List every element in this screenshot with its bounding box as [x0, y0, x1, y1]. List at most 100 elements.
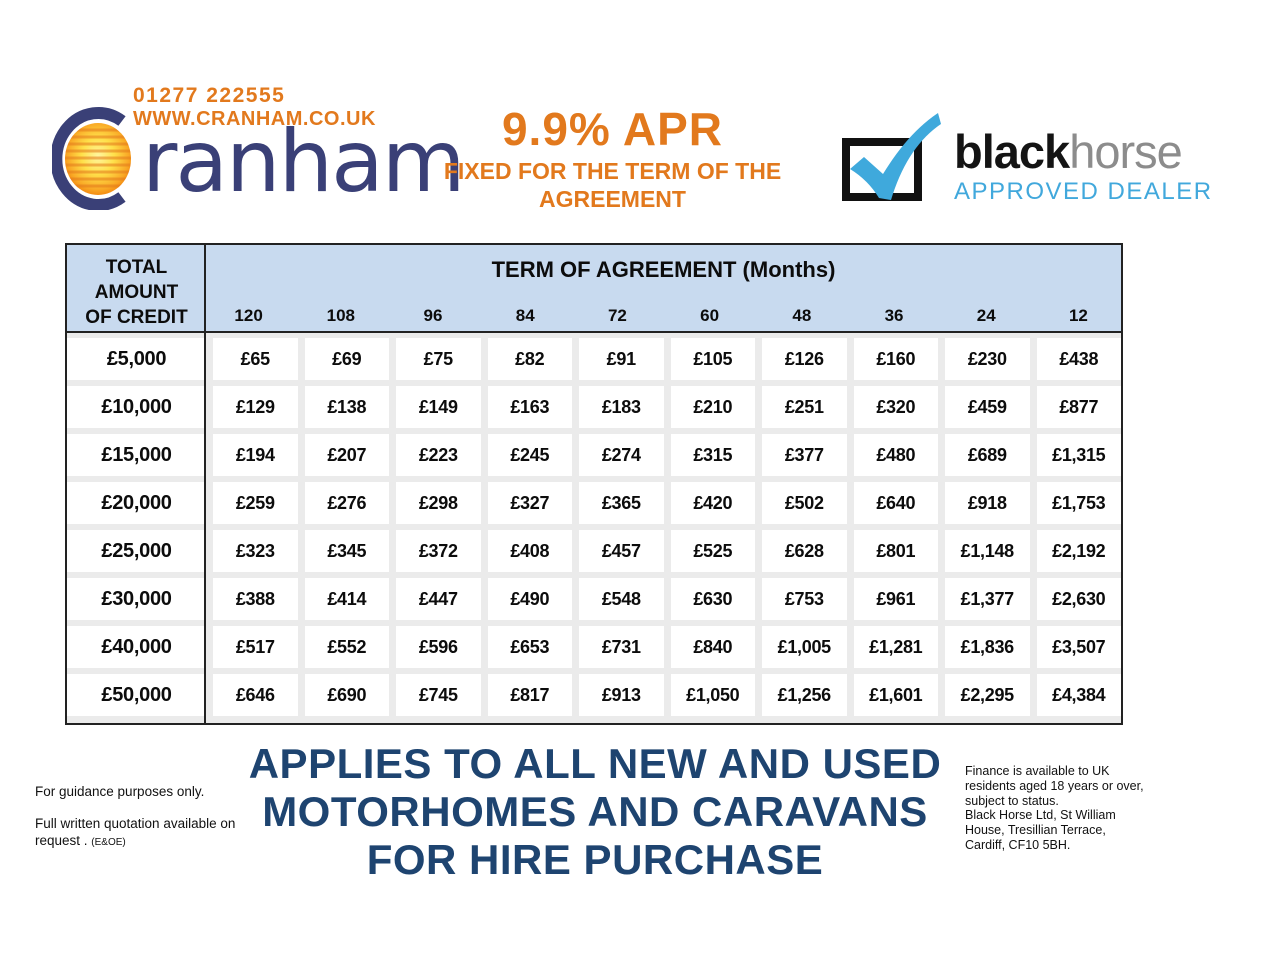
payment-cell: £1,256 — [762, 674, 847, 716]
headline-line2: MOTORHOMES AND CARAVANS — [262, 788, 928, 835]
payment-cell: £388 — [213, 578, 298, 620]
payment-cell: £230 — [945, 338, 1030, 380]
payment-cell: £913 — [579, 674, 664, 716]
payment-cell: £840 — [670, 626, 755, 668]
credit-column-header: TOTAL AMOUNT OF CREDIT — [67, 245, 206, 331]
payment-cell: £548 — [579, 578, 664, 620]
month-header-cell: 36 — [884, 306, 904, 325]
months-row: 120 108 96 84 72 60 48 36 24 12 — [206, 306, 1121, 326]
approved-dealer-label: APPROVED DEALER — [954, 178, 1213, 205]
credit-amount-cell: £5,000 — [67, 338, 206, 380]
payment-cell: £372 — [396, 530, 481, 572]
payment-cell: £2,192 — [1036, 530, 1121, 572]
payment-cell: £408 — [487, 530, 572, 572]
cranham-logo-text: ranham — [142, 111, 466, 212]
blackhorse-logo: blackhorse APPROVED DEALER — [838, 110, 1213, 210]
payment-cell: £377 — [762, 434, 847, 476]
payment-cell: £105 — [670, 338, 755, 380]
payment-cell: £420 — [670, 482, 755, 524]
sun-in-c-logo-icon — [50, 106, 148, 215]
apr-block: 9.9% APR FIXED FOR THE TERM OF THE AGREE… — [415, 106, 810, 213]
rate-table-header: TOTAL AMOUNT OF CREDIT TERM OF AGREEMENT… — [67, 245, 1121, 333]
payment-cell: £414 — [304, 578, 389, 620]
blackhorse-name-horse: horse — [1069, 125, 1183, 178]
spacer — [35, 801, 250, 815]
payment-cell: £82 — [487, 338, 572, 380]
payment-cell: £480 — [853, 434, 938, 476]
blackhorse-name-black: black — [954, 125, 1070, 178]
headline-line3: FOR HIRE PURCHASE — [366, 836, 824, 883]
finance-terms-note: Finance is available to UK residents age… — [965, 764, 1195, 853]
terms-line: Black Horse Ltd, St William — [965, 808, 1116, 823]
payment-cell: £251 — [762, 386, 847, 428]
month-header-cell: 108 — [326, 306, 355, 325]
credit-amount-cell: £25,000 — [67, 530, 206, 572]
payment-cell: £327 — [487, 482, 572, 524]
terms-line: subject to status. — [965, 793, 1059, 808]
payment-cell: £210 — [670, 386, 755, 428]
payment-cell: £877 — [1036, 386, 1121, 428]
payment-cell: £276 — [304, 482, 389, 524]
table-row: £25,000 £323 £345 £372 £408 £457 £525 £628 £801 £… — [67, 530, 1121, 572]
payment-cell: £447 — [396, 578, 481, 620]
payment-cell: £65 — [213, 338, 298, 380]
month-header-cell: 24 — [976, 306, 996, 325]
payment-cell: £259 — [213, 482, 298, 524]
credit-amount-cell: £15,000 — [67, 434, 206, 476]
payment-cell: £689 — [945, 434, 1030, 476]
payment-cell: £525 — [670, 530, 755, 572]
quotation-note: Full written quotation available on requ… — [35, 815, 236, 849]
table-row: £40,000 £517 £552 £596 £653 £731 £840 £1,005 £1,… — [67, 626, 1121, 668]
payment-cell: £801 — [853, 530, 938, 572]
payment-cell: £596 — [396, 626, 481, 668]
month-header-cell: 96 — [423, 306, 443, 325]
payment-cell: £2,295 — [945, 674, 1030, 716]
payment-cell: £1,281 — [853, 626, 938, 668]
website-url: WWW.CRANHAM.CO.UK — [133, 108, 376, 131]
payment-cell: £274 — [579, 434, 664, 476]
payment-cell: £731 — [579, 626, 664, 668]
apr-rate: 9.9% APR — [501, 103, 724, 155]
table-row: £5,000 £65 £69 £75 £82 £91 £105 £126 £160 £230 £43… — [67, 338, 1121, 380]
payment-cell: £126 — [762, 338, 847, 380]
checkbox-tick-icon — [838, 110, 948, 210]
payment-cell: £3,507 — [1036, 626, 1121, 668]
payment-cell: £745 — [396, 674, 481, 716]
terms-line: residents aged 18 years or over, — [965, 778, 1144, 793]
payment-cell: £160 — [853, 338, 938, 380]
payment-cell: £1,753 — [1036, 482, 1121, 524]
payment-cell: £817 — [487, 674, 572, 716]
terms-line: Finance is available to UK — [965, 764, 1110, 778]
payment-cell: £517 — [213, 626, 298, 668]
guidance-note: For guidance purposes only. Full written… — [35, 783, 250, 850]
payment-cell: £653 — [487, 626, 572, 668]
payment-cell: £502 — [762, 482, 847, 524]
month-header-cell: 84 — [515, 306, 535, 325]
credit-header-line: AMOUNT — [94, 282, 179, 303]
term-column-header: TERM OF AGREEMENT (Months) 120 108 96 84 72 6… — [206, 245, 1121, 331]
credit-header-line: OF CREDIT — [85, 307, 188, 328]
month-header-cell: 120 — [234, 306, 263, 325]
payment-cell: £459 — [945, 386, 1030, 428]
payment-cell: £490 — [487, 578, 572, 620]
contact-block: 01277 222555 WWW.CRANHAM.CO.UK — [133, 84, 376, 131]
headline: APPLIES TO ALL NEW AND USED MOTORHOMES A… — [235, 740, 955, 884]
payment-cell: £207 — [304, 434, 389, 476]
payment-cell: £753 — [762, 578, 847, 620]
terms-line: House, Tresillian Terrace, — [965, 823, 1106, 837]
payment-cell: £961 — [853, 578, 938, 620]
payment-cell: £194 — [213, 434, 298, 476]
payment-cell: £315 — [670, 434, 755, 476]
month-header-cell: 12 — [1068, 306, 1088, 325]
payment-cell: £345 — [304, 530, 389, 572]
payment-cell: £4,384 — [1036, 674, 1121, 716]
payment-cell: £628 — [762, 530, 847, 572]
phone-number: 01277 222555 — [133, 84, 286, 107]
rate-table: TOTAL AMOUNT OF CREDIT TERM OF AGREEMENT… — [65, 243, 1123, 725]
apr-subtitle: FIXED FOR THE TERM OF THE AGREEMENT — [415, 158, 810, 213]
payment-cell: £69 — [304, 338, 389, 380]
month-header-cell: 60 — [700, 306, 720, 325]
payment-cell: £690 — [304, 674, 389, 716]
credit-amount-cell: £40,000 — [67, 626, 206, 668]
guidance-line2: Full written quotation available on requ… — [35, 815, 250, 850]
